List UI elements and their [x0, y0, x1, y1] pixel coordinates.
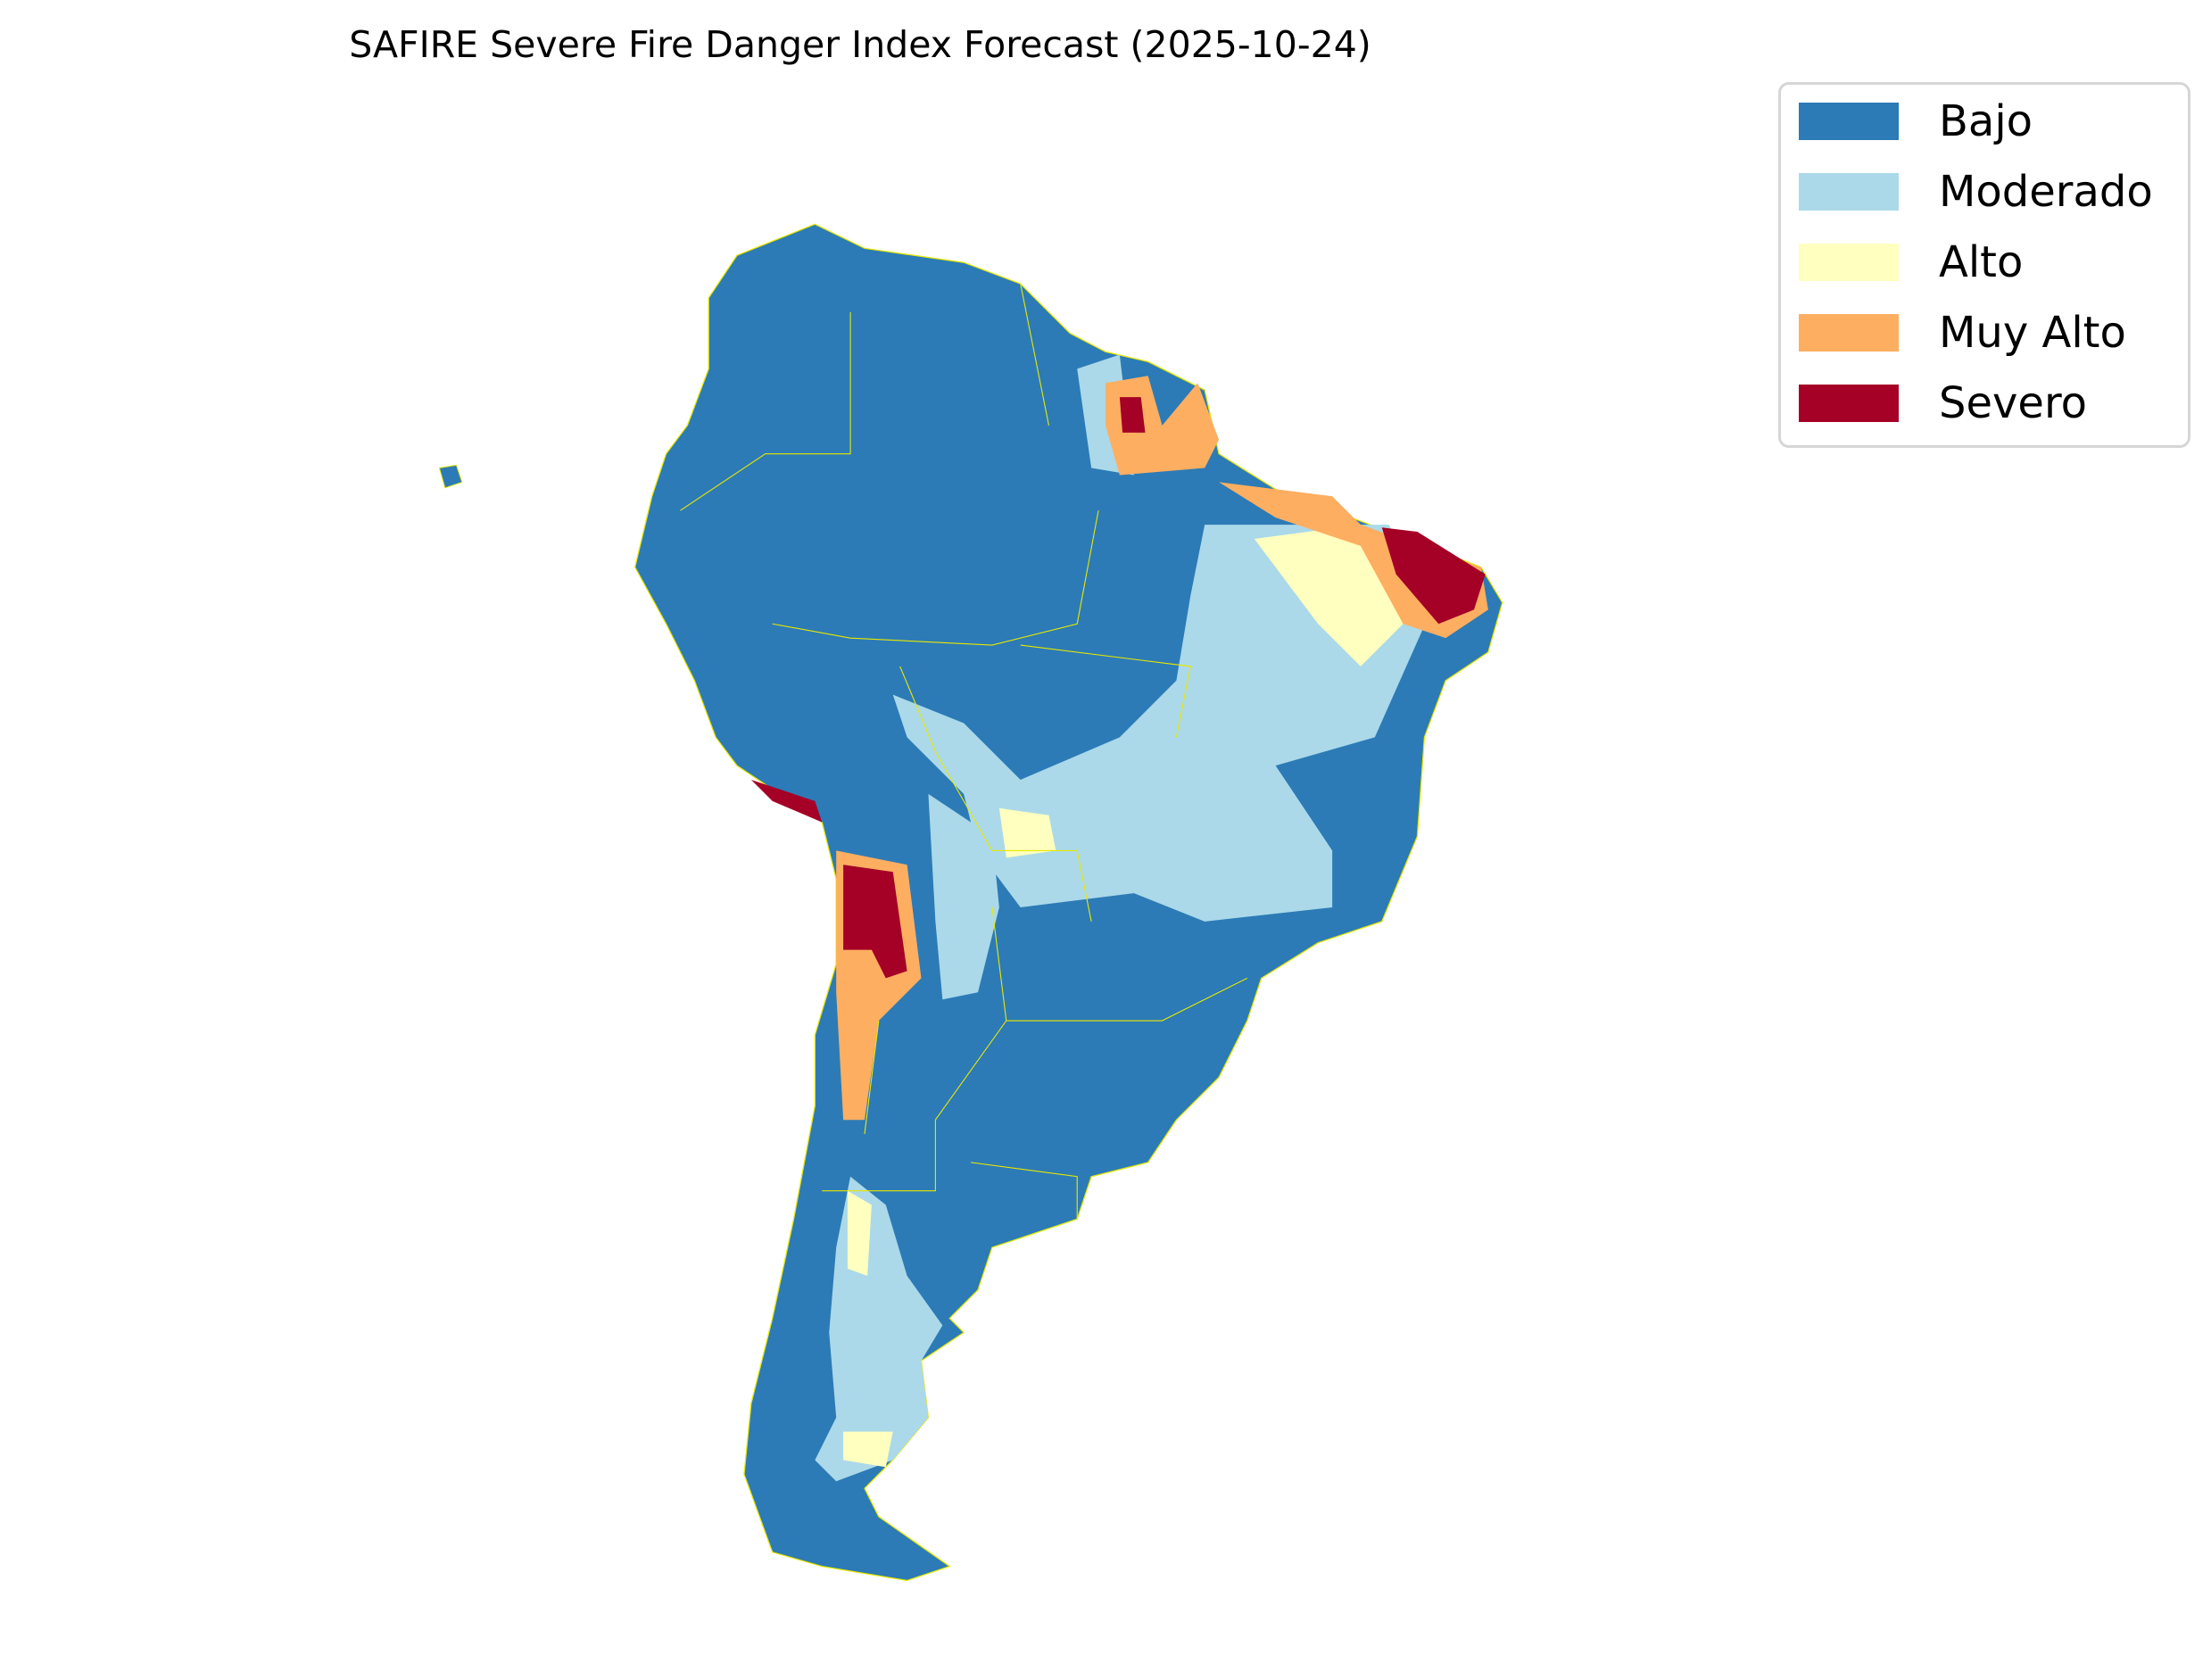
region-severo-northeast	[1381, 527, 1486, 625]
region-alto-2	[1254, 525, 1404, 666]
country-boundaries	[680, 283, 1248, 1220]
legend-label-alto: Alto	[1939, 237, 2024, 287]
region-moderado-bolivia	[928, 793, 999, 1000]
legend-item-bajo: Bajo	[1799, 96, 2033, 146]
region-moderado-patagonia	[815, 1176, 943, 1482]
legend-swatch-moderado	[1799, 173, 1899, 211]
region-severo-peru-coast	[750, 779, 823, 823]
region-alto-1	[998, 807, 1056, 858]
legend-swatch-muy-alto	[1799, 314, 1899, 352]
legend-swatch-alto	[1799, 244, 1899, 281]
map-title: SAFIRE Severe Fire Danger Index Forecast…	[349, 23, 1371, 66]
legend-label-bajo: Bajo	[1939, 96, 2033, 146]
legend-swatch-bajo	[1799, 103, 1899, 140]
legend-item-muy-alto: Muy Alto	[1799, 308, 2126, 358]
legend-item-moderado: Moderado	[1799, 167, 2153, 217]
legend-item-alto: Alto	[1799, 237, 2023, 287]
south-america-landmass	[438, 223, 1503, 1582]
legend: Bajo Moderado Alto Muy Alto Severo	[1778, 82, 2190, 448]
legend-label-severo: Severo	[1939, 378, 2087, 428]
legend-label-moderado: Moderado	[1939, 167, 2153, 217]
region-bajo	[633, 223, 1503, 1582]
region-alto-3	[847, 1190, 872, 1276]
region-severo-andes	[843, 865, 907, 979]
legend-item-severo: Severo	[1799, 378, 2087, 428]
galapagos-islands	[438, 464, 463, 489]
legend-label-muy-alto: Muy Alto	[1939, 308, 2126, 358]
region-severo-amapa	[1119, 397, 1146, 433]
legend-swatch-severo	[1799, 385, 1899, 422]
region-alto-4	[843, 1431, 893, 1468]
